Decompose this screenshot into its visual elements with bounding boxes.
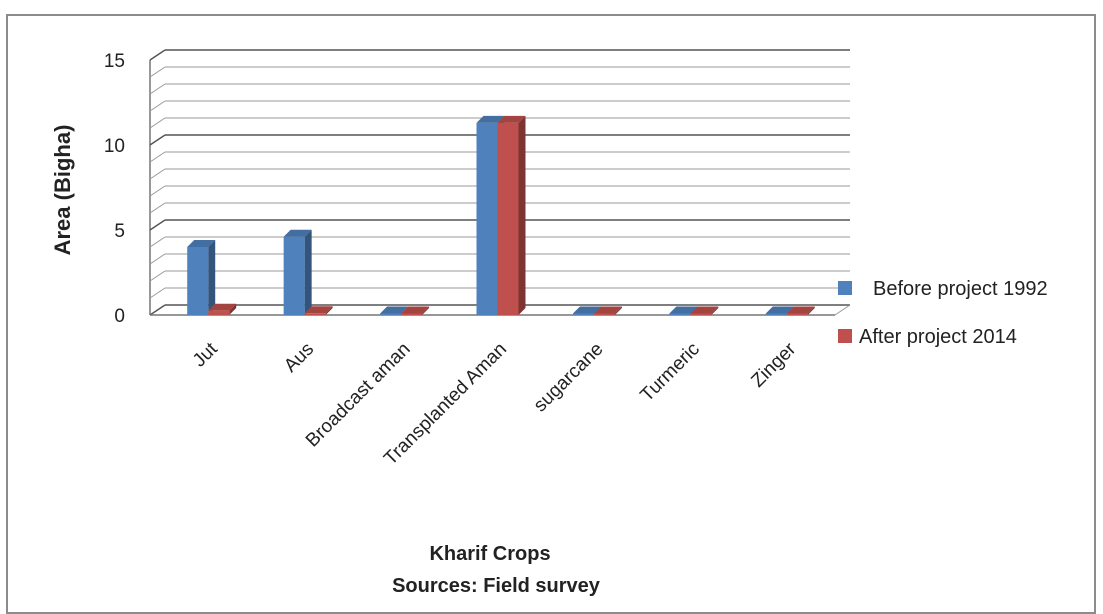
legend-swatch-before [838,281,852,295]
category-label: Jut [189,338,222,371]
grid-line-depth [149,168,166,180]
category-label: sugarcane [530,339,608,417]
bar-front [476,122,498,316]
bar-side [807,306,815,315]
bar-top [786,306,815,314]
bar-side [614,306,622,315]
bar-side [325,306,333,315]
grid-line-depth [149,287,166,299]
bar-zinger-after [786,306,815,315]
bar-jut-before [187,240,216,315]
bar-aus-after [304,306,333,315]
x-axis-label: Kharif Crops [429,543,550,565]
bar-top [765,306,794,314]
floor-edge [834,304,851,316]
bar-front [283,236,305,315]
bar-side [711,306,719,315]
grid-line-depth [149,202,166,214]
bar-side [518,115,526,316]
grid-line-depth [149,134,166,146]
bar-front [669,313,691,315]
category-label: Broadcast aman [302,339,415,452]
grid-line-depth [149,236,166,248]
bar-front [497,122,519,316]
legend-swatch-after [838,329,852,343]
bar-top [690,306,719,314]
bars [187,115,815,316]
grid-line-depth [149,219,166,231]
bar-front [380,313,402,315]
bar-front [208,310,230,315]
bar-front [572,313,594,315]
bar-top [476,115,505,123]
bar-top [669,306,698,314]
y-axis-label: Area (Bigha) [50,125,75,256]
category-label: Zinger [747,338,800,391]
bar-top [208,303,237,311]
grid-line-depth [149,49,166,61]
bar-front [786,313,808,315]
bar-top [187,240,216,247]
bar-sugarcane-after [593,306,622,315]
grid-line-depth [149,270,166,282]
y-tick-labels: 0 5 10 15 [104,51,125,327]
bar-transplanted-aman-after [497,115,526,316]
bar-jut-after [208,303,237,315]
grid-line-depth [149,151,166,163]
source-note: Sources: Field survey [392,575,601,597]
bar-top [283,229,312,237]
legend-label-before: Before project 1992 [873,278,1048,300]
bar-side [304,229,312,315]
bar-front [765,313,787,315]
y-tick-label: 10 [104,136,125,157]
bar-broadcast-aman-after [401,306,430,315]
grid-line-depth [149,66,166,78]
grid-line-depth [149,304,166,316]
bar-top [593,306,622,314]
category-label: Aus [280,339,318,377]
bar-top [304,306,333,314]
bar-top [401,306,430,314]
grid-line-depth [149,100,166,112]
bar-top [380,306,409,314]
bar-front [690,313,712,315]
bar-side [422,306,430,315]
legend: Before project 1992 After project 2014 [838,278,1048,348]
category-label: Turmeric [637,339,704,406]
grid-line-depth [149,117,166,129]
bar-front [401,313,423,315]
bar-side [229,303,237,315]
grid-line-depth [149,83,166,95]
bar-front [187,247,209,315]
bar-turmeric-after [690,306,719,315]
bar-aus-before [283,229,312,315]
bar-front [304,313,326,315]
grid-line-depth [149,253,166,265]
y-tick-label: 15 [104,51,125,72]
bar-front [593,313,615,315]
legend-label-after: After project 2014 [859,326,1017,348]
bar-top [572,306,601,314]
y-tick-label: 0 [114,306,125,327]
y-tick-label: 5 [114,221,125,242]
bar-top [497,115,526,123]
grid-line-depth [149,185,166,197]
bar-side [208,240,216,315]
